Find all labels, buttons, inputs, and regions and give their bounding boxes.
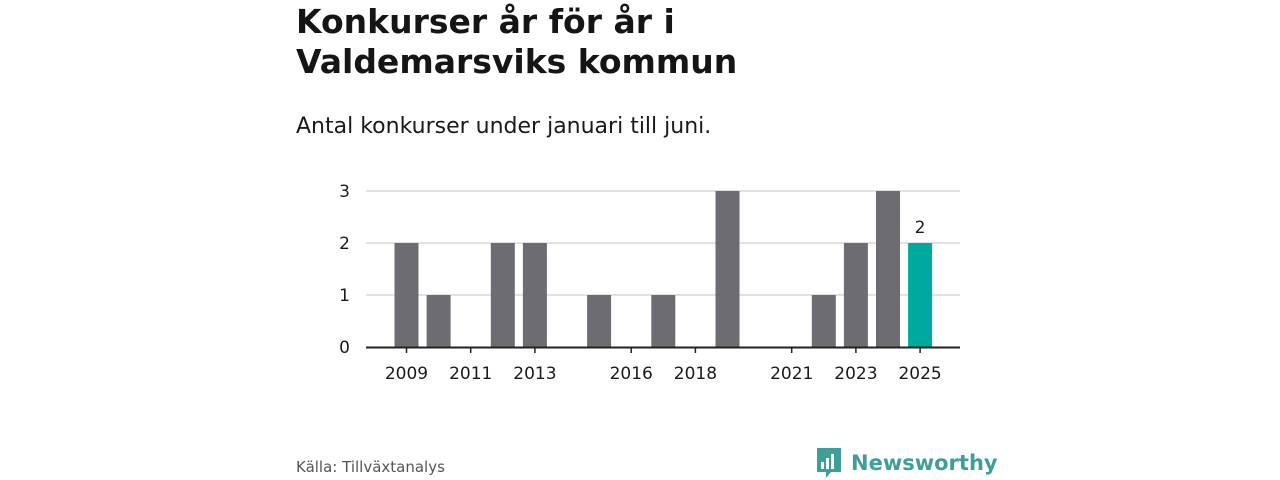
bar-2024 (876, 191, 900, 347)
bar-2017 (651, 295, 676, 347)
y-tick-label: 2 (339, 234, 350, 254)
bar-2015 (587, 295, 612, 347)
x-tick-label: 2016 (610, 364, 653, 384)
bar-2012 (490, 243, 515, 347)
bar-2013 (522, 243, 547, 347)
x-tick-label: 2011 (449, 364, 492, 384)
bar-2010 (426, 295, 451, 347)
x-tick-label: 2025 (898, 364, 941, 384)
bar-2025 (908, 243, 933, 347)
labels: 0 1 2 3 2009 2011 2013 2016 2018 2021 2023 2025 2 (339, 182, 942, 384)
gridlines (366, 190, 960, 296)
bar-2022 (811, 295, 836, 347)
x-tick-label: 2021 (770, 364, 813, 384)
y-tick-label: 1 (339, 286, 350, 306)
bar-chart: 0 1 2 3 2009 2011 2013 2016 2018 2021 2023 2025 2 (339, 182, 960, 384)
bars (394, 191, 933, 347)
highlight-value-label: 2 (915, 218, 926, 238)
chart-subtitle: Antal konkurser under januari till juni. (296, 114, 712, 139)
bar-chart-speech-bubble-icon (817, 448, 841, 478)
y-tick-label: 0 (339, 338, 350, 358)
bar-2019 (715, 191, 740, 347)
x-tick-label: 2013 (513, 364, 556, 384)
bar-2009 (394, 243, 419, 347)
x-tick-label: 2023 (834, 364, 877, 384)
x-tick-label: 2018 (674, 364, 717, 384)
chart-title: Konkurser år för år i Valdemarsviks komm… (296, 2, 738, 81)
y-tick-label: 3 (339, 182, 350, 202)
x-tick-label: 2009 (385, 364, 428, 384)
x-axis (366, 346, 960, 353)
logo-text: Newsworthy (851, 451, 998, 475)
source-note: Källa: Tillväxtanalys (296, 458, 445, 476)
bar-2023 (843, 243, 868, 347)
newsworthy-logo: Newsworthy (815, 447, 998, 479)
